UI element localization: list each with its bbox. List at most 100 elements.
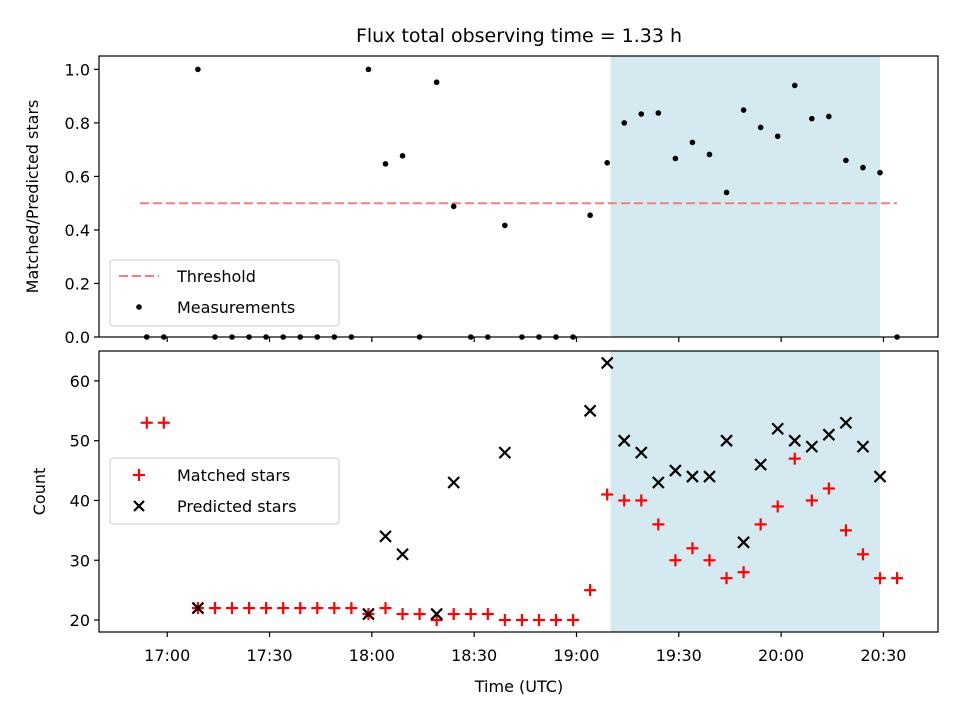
top-y-axis-label: Matched/Predicted stars [23,100,42,294]
y-tick-label: 50 [70,432,90,451]
measurement-point [587,212,593,219]
measurement-point [843,157,849,164]
predicted-star-point [737,536,750,549]
matched-star-point [550,614,563,627]
matched-star-point [891,572,904,585]
matched-star-point [498,614,511,627]
y-tick-label: 30 [70,551,90,570]
measurement-point [774,133,781,140]
legend-predicted-swatch [133,500,145,512]
y-tick-label: 1.0 [65,60,90,79]
measurement-point [621,120,628,126]
predicted-star-point [856,440,870,453]
bottom-panel: 20 30 40 50 60 17:00 17:30 18:00 18:30 19:00 19:3… [30,350,939,696]
matched-star-point [208,602,221,615]
matched-star-point [243,602,256,615]
bottom-x-ticks: 17:00 17:30 18:00 18:30 19:00 19:30 20:00 20:30 [144,632,906,665]
predicted-star-point [498,446,512,459]
matched-star-point [652,518,665,531]
y-tick-label: 0.4 [65,221,90,240]
y-tick-label: 0.8 [65,114,90,133]
matched-star-point [601,488,614,501]
predicted-star-point [396,547,409,561]
top-highlight-span [610,56,881,337]
top-legend: Threshold Measurements [109,259,340,327]
measurement-point [689,139,696,146]
measurement-point [723,189,730,196]
top-panel: 0.0 0.2 0.4 0.6 0.8 1.0 Matched/Predicted sta… [23,55,939,347]
matched-star-point [157,416,170,429]
matched-star-point [754,518,767,531]
matched-star-point [822,482,835,495]
measurement-point [826,113,832,120]
predicted-star-point [447,476,460,489]
chart-title: Flux total observing time = 1.33 h [356,25,682,47]
measurement-point [450,203,457,210]
bottom-y-axis-label: Count [30,468,49,516]
measurement-point [791,82,798,89]
matched-star-point [635,494,648,507]
matched-star-point [328,602,341,615]
legend-measurements-label: Measurements [177,298,295,317]
matched-star-point [294,602,307,615]
measurement-point [195,66,201,73]
predicted-star-point [379,530,392,543]
predicted-star-point [635,446,648,459]
x-tick-label: 17:00 [144,646,190,665]
legend-threshold-label: Threshold [176,267,256,286]
matched-star-point [345,602,358,615]
predicted-star-point [430,607,443,621]
measurement-point [399,153,406,159]
bottom-legend: Matched stars Predicted stars [109,457,340,525]
predicted-star-point [652,476,665,489]
predicted-star-point [873,470,887,483]
matched-star-point [515,614,528,627]
legend-matched-swatch [133,469,145,481]
matched-star-point [140,416,153,429]
matched-star-point [379,602,392,615]
matched-star-point [874,572,887,585]
matched-star-point [226,602,239,615]
measurement-point [877,169,883,176]
top-x-ticks [166,337,885,342]
top-axes-frame [98,55,939,338]
x-axis-label: Time (UTC) [474,677,563,696]
predicted-star-point [839,416,853,430]
measurement-point [672,155,679,162]
matched-star-point [788,452,801,465]
predicted-star-point [771,422,784,436]
matched-star-point [413,608,426,621]
predicted-star-point [617,434,631,447]
matched-star-point [584,584,597,597]
predicted-star-point [703,470,716,483]
measurement-point [706,151,713,158]
y-tick-label: 20 [70,611,90,630]
matched-star-point [311,602,324,615]
y-tick-label: 0.0 [65,328,90,347]
legend-matched-label: Matched stars [177,466,290,485]
matched-star-point [260,602,273,615]
y-tick-label: 40 [70,491,90,510]
measurement-point [809,115,815,122]
x-tick-label: 19:30 [656,646,702,665]
top-y-ticks: 0.0 0.2 0.4 0.6 0.8 1.0 [65,60,99,347]
legend-predicted-label: Predicted stars [177,497,297,516]
x-tick-label: 17:30 [246,646,292,665]
bottom-legend-box [109,457,340,525]
matched-star-point [839,524,852,537]
predicted-stars-points [191,356,887,621]
x-tick-label: 19:00 [553,646,599,665]
y-tick-label: 0.2 [65,274,90,293]
predicted-star-point [669,464,682,477]
measurement-point [757,124,764,131]
predicted-star-point [583,404,597,418]
predicted-star-point [720,434,733,447]
matched-star-point [430,614,443,627]
predicted-star-point [191,601,205,615]
matched-star-point [703,554,716,567]
measurement-point [502,222,508,229]
matched-stars-points [140,416,904,627]
y-tick-label: 0.6 [65,167,90,186]
matched-star-point [771,500,784,513]
